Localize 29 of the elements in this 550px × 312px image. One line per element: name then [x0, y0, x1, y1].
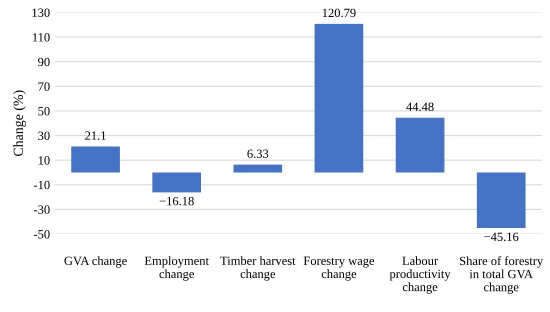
data-label: 21.1: [85, 131, 106, 140]
data-label: −16.18: [160, 196, 194, 206]
y-tick-label: 70: [38, 82, 50, 91]
y-tick-label: 30: [38, 132, 50, 140]
data-label: −45.16: [484, 232, 518, 242]
bar: [152, 172, 202, 192]
y-axis-title: Change (%): [13, 90, 26, 156]
y-tick-label: 110: [32, 33, 50, 42]
x-tick-label: Labour productivity change: [390, 256, 451, 294]
y-tick-label: -10: [34, 180, 50, 190]
x-tick-label: Forestry wage change: [304, 256, 374, 281]
y-tick-label: -50: [34, 230, 50, 238]
bar: [476, 172, 526, 228]
x-tick-label: Timber harvest change: [220, 256, 296, 281]
y-tick-label: 50: [38, 106, 50, 116]
y-tick-label: 90: [38, 58, 50, 66]
x-tick-label: Employment change: [144, 256, 209, 281]
data-label: 6.33: [247, 150, 268, 158]
y-tick-label: 10: [38, 156, 50, 165]
x-tick-label: GVA change: [64, 256, 127, 268]
data-label: 120.79: [322, 8, 356, 18]
bar: [314, 24, 364, 172]
y-tick-label: 130: [32, 8, 50, 17]
x-tick-label: Share of forestry in total GVA change: [460, 256, 544, 294]
bar: [71, 146, 120, 172]
data-label: 44.48: [406, 102, 434, 112]
y-tick-label: -30: [34, 205, 50, 214]
bar: [233, 164, 282, 172]
bar: [396, 118, 444, 172]
